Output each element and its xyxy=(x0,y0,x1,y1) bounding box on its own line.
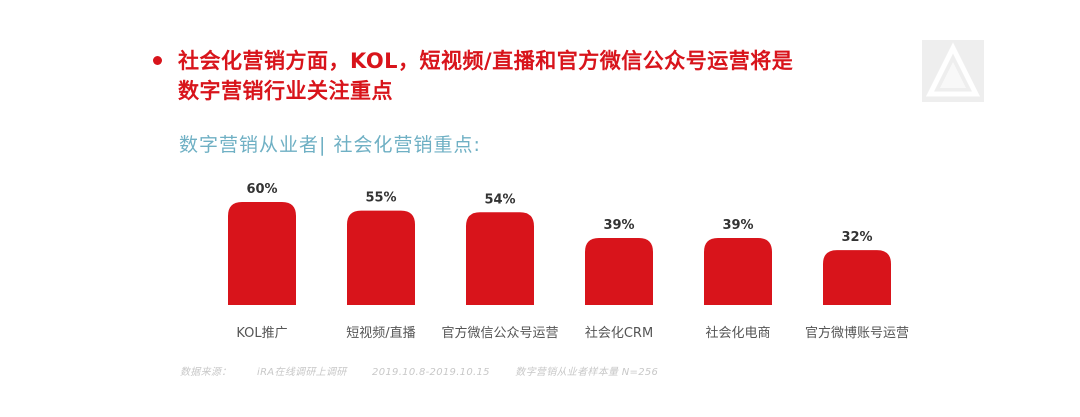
headline: 社会化营销方面，KOL，短视频/直播和官方微信公众号运营将是 数字营销行业关注重… xyxy=(178,46,793,106)
chart-title: 数字营销从业者| 社会化营销重点: xyxy=(179,134,481,156)
category-label-4: 社会化电商 xyxy=(705,325,770,341)
data-label-5: 32% xyxy=(841,230,872,245)
data-label-3: 39% xyxy=(603,218,634,233)
bar-1 xyxy=(347,210,415,305)
footnote-source: 数据来源： xyxy=(180,367,232,378)
headline-line-2: 数字营销行业关注重点 xyxy=(178,79,393,103)
bar-5 xyxy=(823,250,891,305)
bar-4 xyxy=(704,238,772,305)
data-label-4: 39% xyxy=(722,218,753,233)
bar-3 xyxy=(585,238,653,305)
footnote-method: iRA在线调研上调研 xyxy=(256,367,347,378)
category-label-1: 短视频/直播 xyxy=(346,326,415,341)
category-label-0: KOL推广 xyxy=(236,326,287,341)
data-label-2: 54% xyxy=(484,192,515,207)
category-label-5: 官方微博账号运营 xyxy=(805,325,909,341)
category-label-2: 官方微信公众号运营 xyxy=(441,325,558,341)
triangle-logo-icon xyxy=(922,40,984,102)
data-label-0: 60% xyxy=(246,182,277,197)
category-label-3: 社会化CRM xyxy=(585,325,653,341)
bar-2 xyxy=(466,212,534,305)
bar-0 xyxy=(228,202,296,305)
bullet-icon xyxy=(153,56,162,65)
footnote-period: 2019.10.8-2019.10.15 xyxy=(372,367,490,378)
footnote: 数据来源： iRA在线调研上调研 2019.10.8-2019.10.15 数字… xyxy=(180,363,680,378)
data-label-1: 55% xyxy=(365,191,396,206)
headline-line-1: 社会化营销方面，KOL，短视频/直播和官方微信公众号运营将是 xyxy=(178,49,794,73)
footnote-sample: 数字营销从业者样本量 N=256 xyxy=(515,367,659,378)
